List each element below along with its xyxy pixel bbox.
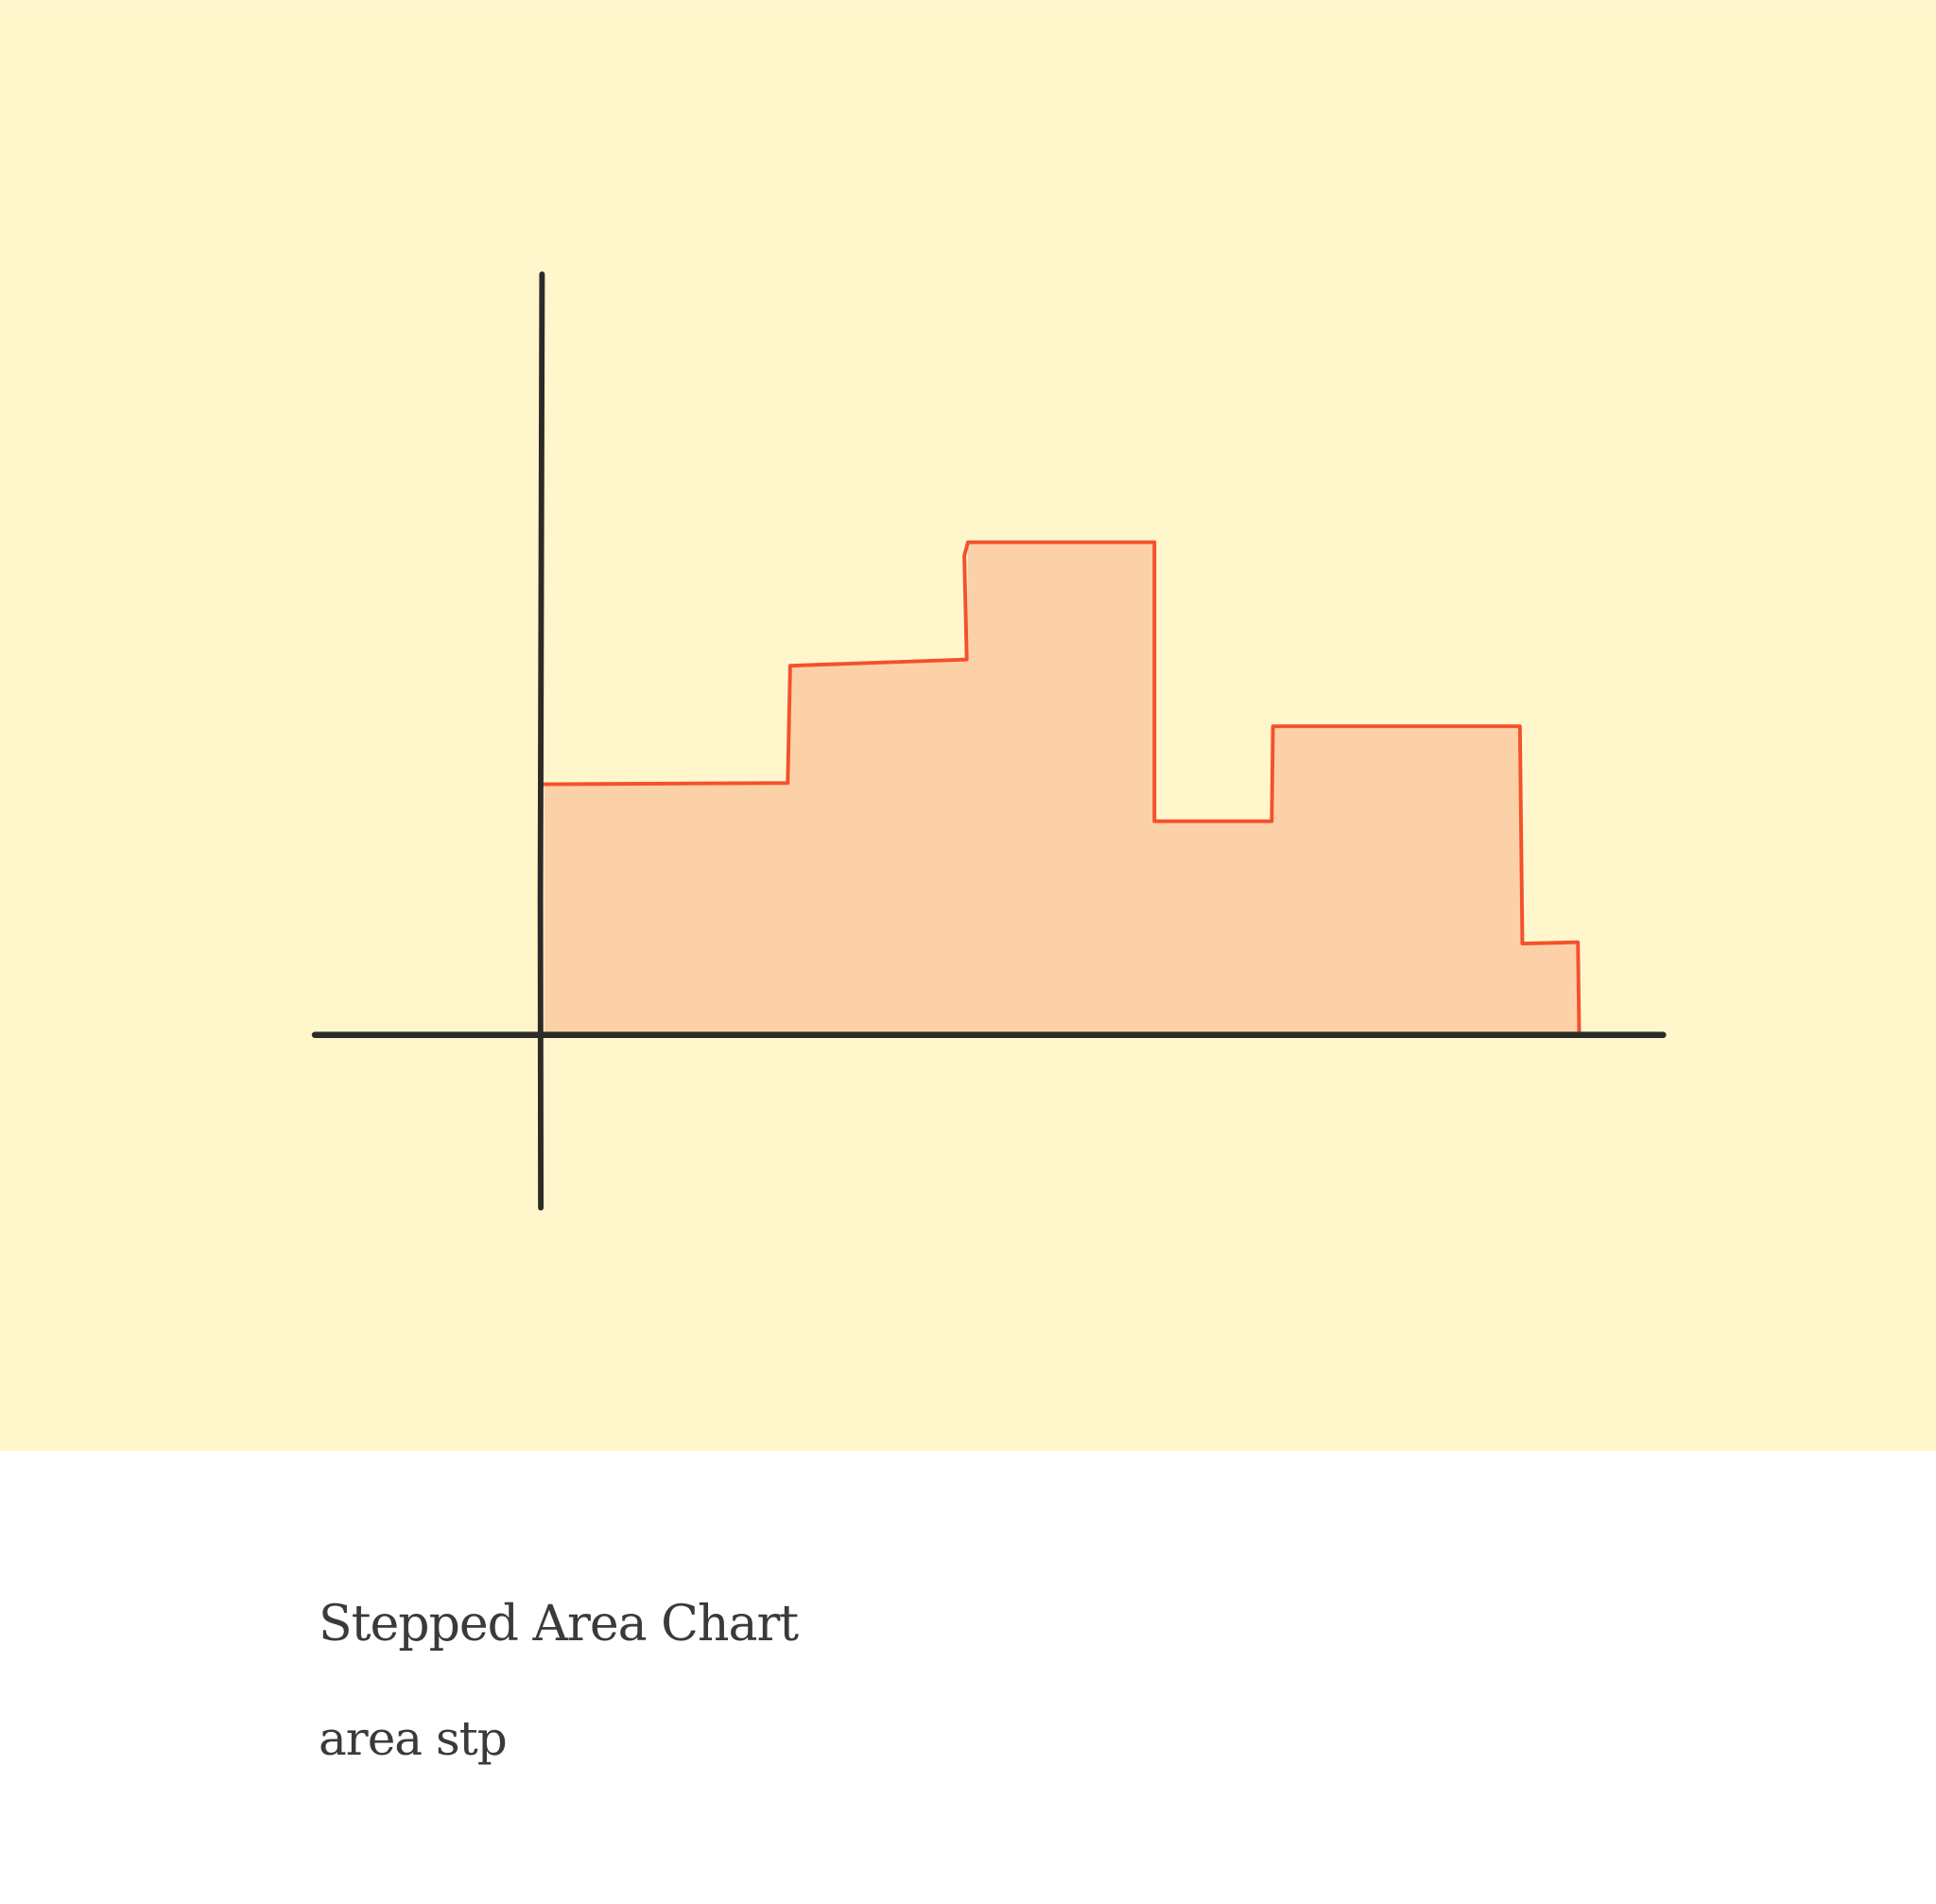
card-title: Stepped Area Chart	[319, 1596, 799, 1653]
card-tag: area stp	[319, 1711, 508, 1766]
step-line	[543, 540, 1582, 1037]
x-axis	[311, 1030, 1667, 1038]
y-axis	[537, 271, 545, 1211]
chart-illustration	[0, 0, 1936, 1451]
